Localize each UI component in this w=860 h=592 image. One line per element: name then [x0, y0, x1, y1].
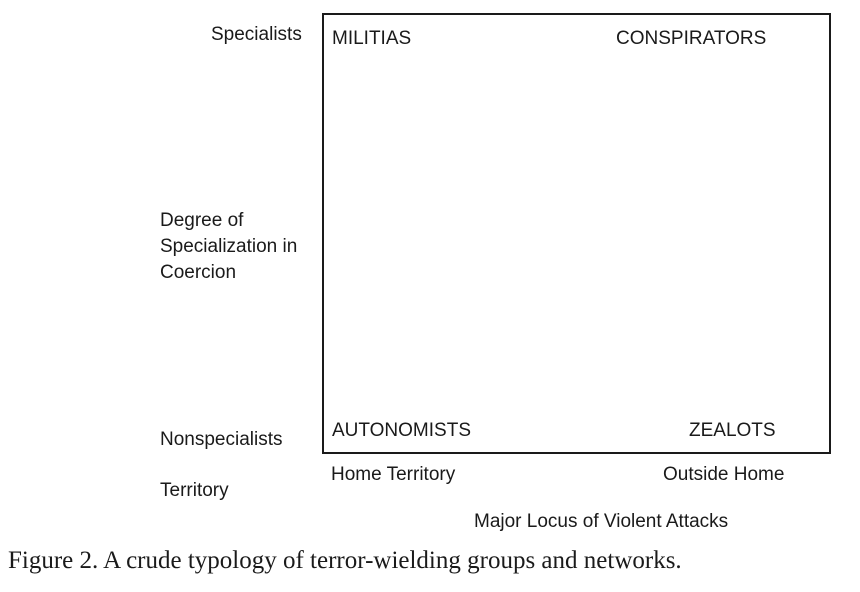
quadrant-label-militias: MILITIAS — [332, 26, 411, 51]
y-axis-title-line: Specialization in — [160, 234, 297, 260]
x-axis-right-label: Outside Home — [663, 462, 784, 487]
quadrant-label-conspirators: CONSPIRATORS — [616, 26, 766, 51]
y-axis-title: Degree of Specialization in Coercion — [160, 208, 297, 286]
y-axis-bottom-label: Nonspecialists — [160, 427, 283, 452]
quadrant-label-autonomists: AUTONOMISTS — [332, 418, 471, 443]
figure-caption: Figure 2. A crude typology of terror-wie… — [8, 545, 682, 577]
x-axis-title: Major Locus of Violent Attacks — [474, 509, 728, 534]
quadrant-label-zealots: ZEALOTS — [689, 418, 776, 443]
y-axis-title-line: Coercion — [160, 260, 297, 286]
typology-frame — [322, 13, 831, 454]
y-axis-title-line: Degree of — [160, 208, 297, 234]
y-axis-top-label: Specialists — [211, 22, 302, 47]
x-axis-label-continuation: Territory — [160, 478, 229, 503]
x-axis-left-label: Home Territory — [331, 462, 455, 487]
